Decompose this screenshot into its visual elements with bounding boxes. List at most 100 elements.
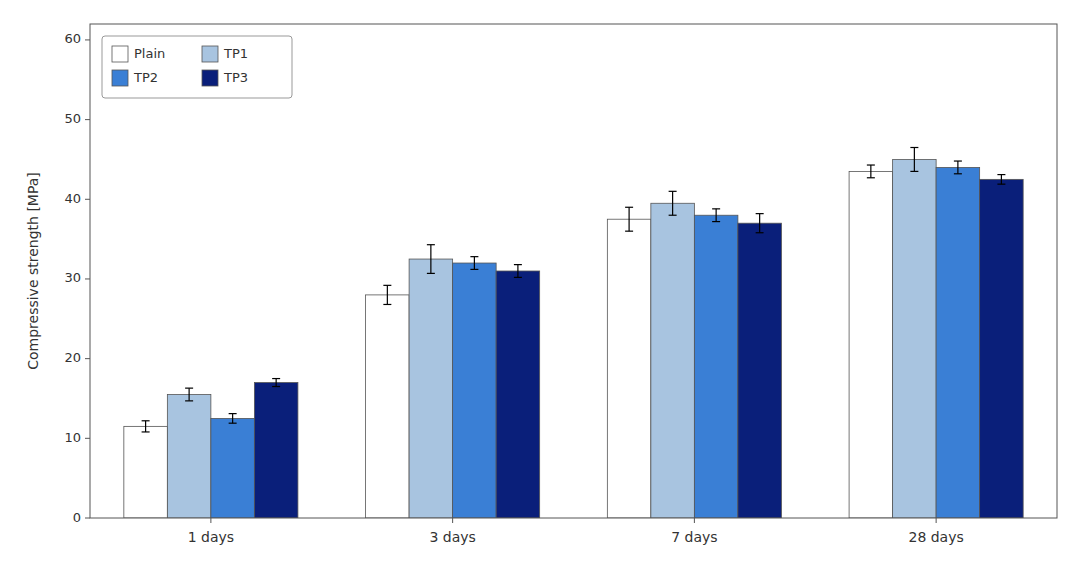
- y-tick-label: 50: [64, 111, 81, 126]
- error-bar-cap: [185, 388, 193, 389]
- error-bar: [625, 207, 633, 231]
- error-bar: [756, 214, 764, 233]
- error-bar-cap: [712, 221, 720, 222]
- y-tick-label: 10: [64, 430, 81, 445]
- legend-label: TP2: [133, 70, 158, 85]
- x-tick: [210, 518, 211, 523]
- error-bar-cap: [910, 147, 918, 148]
- y-tick-label: 30: [64, 270, 81, 285]
- bar: [496, 271, 540, 518]
- x-tick-label: 3 days: [429, 529, 475, 545]
- error-bar-stem: [870, 165, 871, 178]
- bar: [738, 223, 782, 518]
- error-bar-cap: [427, 273, 435, 274]
- error-bar-cap: [997, 174, 1005, 175]
- x-tick: [452, 518, 453, 523]
- error-bar-stem: [759, 214, 760, 233]
- y-tick: [85, 39, 90, 40]
- error-bar-stem: [1001, 175, 1002, 185]
- error-bar-cap: [427, 244, 435, 245]
- error-bar-cap: [669, 215, 677, 216]
- error-bar-cap: [142, 431, 150, 432]
- bar: [167, 395, 211, 519]
- x-tick-label: 1 days: [188, 529, 234, 545]
- error-bar-cap: [383, 285, 391, 286]
- legend-label: TP3: [223, 70, 248, 85]
- y-tick: [85, 278, 90, 279]
- y-tick: [85, 438, 90, 439]
- error-bar-cap: [470, 256, 478, 257]
- plot-frame: [90, 24, 1057, 518]
- error-bar: [185, 388, 193, 401]
- error-bar: [427, 245, 435, 274]
- error-bar-stem: [672, 191, 673, 215]
- error-bar: [954, 161, 962, 174]
- error-bar-cap: [910, 171, 918, 172]
- y-tick-label: 20: [64, 350, 81, 365]
- error-bar: [229, 414, 237, 424]
- chart-container: 0 10 20 30 40 50 60 Compressive strength [MPa] 1…: [0, 0, 1081, 574]
- error-bar-stem: [716, 209, 717, 222]
- legend-swatch: [202, 46, 218, 62]
- x-tick-label: 7 days: [671, 529, 717, 545]
- error-bar-stem: [957, 161, 958, 174]
- legend: PlainTP1TP2TP3: [102, 36, 292, 98]
- legend-swatch: [112, 70, 128, 86]
- error-bar: [272, 379, 280, 387]
- bar: [409, 259, 453, 518]
- error-bar: [514, 265, 522, 278]
- error-bar-cap: [756, 213, 764, 214]
- bar: [607, 219, 651, 518]
- bar: [366, 295, 410, 518]
- error-bar-cap: [185, 400, 193, 401]
- legend-label: TP1: [223, 46, 248, 61]
- y-tick-label: 60: [64, 31, 81, 46]
- legend-swatch: [112, 46, 128, 62]
- error-bar: [997, 175, 1005, 185]
- bars: [124, 148, 1023, 519]
- y-tick-label: 0: [73, 510, 81, 525]
- error-bar: [669, 191, 677, 215]
- x-tick: [936, 518, 937, 523]
- error-bar-cap: [997, 184, 1005, 185]
- error-bar: [470, 257, 478, 270]
- x-tick: [694, 518, 695, 523]
- error-bar-cap: [867, 164, 875, 165]
- bar: [980, 179, 1024, 518]
- error-bar-stem: [232, 414, 233, 424]
- error-bar-cap: [756, 232, 764, 233]
- error-bar: [867, 165, 875, 178]
- error-bar-cap: [229, 423, 237, 424]
- error-bar-cap: [867, 177, 875, 178]
- bar: [651, 203, 695, 518]
- error-bar-stem: [914, 148, 915, 172]
- error-bar-cap: [142, 420, 150, 421]
- y-tick: [85, 358, 90, 359]
- error-bar: [383, 285, 391, 304]
- y-axis-label: Compressive strength [MPa]: [25, 172, 41, 370]
- error-bar-stem: [387, 285, 388, 304]
- error-bar-cap: [625, 231, 633, 232]
- y-tick: [85, 518, 90, 519]
- error-bar-cap: [514, 277, 522, 278]
- error-bar: [142, 421, 150, 432]
- error-bar-stem: [430, 245, 431, 274]
- error-bar-stem: [276, 379, 277, 387]
- error-bar-cap: [272, 386, 280, 387]
- y-tick-label: 40: [64, 191, 81, 206]
- y-tick: [85, 199, 90, 200]
- error-bar-cap: [712, 208, 720, 209]
- error-bar-cap: [954, 160, 962, 161]
- error-bar-stem: [474, 257, 475, 270]
- error-bar-cap: [514, 264, 522, 265]
- bar: [936, 167, 980, 518]
- error-bar-stem: [517, 265, 518, 278]
- bar: [849, 171, 893, 518]
- bar: [694, 215, 738, 518]
- error-bar-stem: [189, 388, 190, 401]
- legend-swatch: [202, 70, 218, 86]
- error-bar: [712, 209, 720, 222]
- error-bar-cap: [669, 191, 677, 192]
- error-bar-cap: [470, 269, 478, 270]
- x-tick-label: 28 days: [908, 529, 963, 545]
